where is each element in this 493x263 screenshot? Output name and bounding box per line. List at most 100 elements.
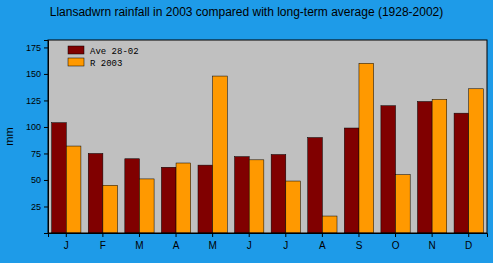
tick: 125	[26, 96, 48, 106]
tick-mark	[44, 127, 48, 128]
legend-swatch	[68, 46, 84, 54]
bar	[286, 181, 301, 233]
tick-label: 125	[26, 96, 41, 106]
legend-swatch	[68, 58, 84, 66]
plot-area	[48, 40, 487, 233]
bar	[161, 167, 176, 233]
bar	[235, 157, 250, 233]
legend-label: Ave 28-02	[90, 47, 139, 57]
bars	[52, 63, 484, 233]
tick-label: D	[465, 240, 472, 251]
bar	[88, 153, 103, 233]
tick-label: 100	[26, 122, 41, 132]
bar	[213, 76, 228, 233]
bar	[52, 123, 67, 233]
tick-label: J	[283, 240, 288, 251]
tick-mark	[176, 233, 177, 237]
tick-mark	[249, 233, 250, 237]
tick-mark	[432, 233, 433, 237]
bar	[469, 89, 484, 233]
tick-mark	[212, 233, 213, 237]
bar	[344, 128, 359, 233]
chart: Llansadwrn rainfall in 2003 compared wit…	[0, 0, 493, 263]
tick-mark	[44, 206, 48, 207]
tick-mark	[66, 233, 67, 237]
bar	[454, 113, 469, 233]
bar	[176, 163, 191, 233]
legend-item: R 2003	[68, 58, 122, 69]
background	[0, 0, 493, 263]
plot-frame	[48, 40, 487, 233]
tick: 25	[31, 202, 48, 212]
bar	[322, 216, 337, 233]
series	[66, 63, 483, 233]
tick-mark	[285, 233, 286, 237]
y-axis: 25 50 75 100 125 150 175	[26, 41, 49, 234]
tick: 100	[26, 122, 48, 132]
legend: Ave 28-02 R 2003	[68, 46, 139, 69]
tick-label: 150	[26, 69, 41, 79]
tick: 150	[26, 69, 48, 79]
tick-mark	[358, 233, 359, 237]
tick: S	[356, 233, 363, 251]
tick-mark	[102, 233, 103, 237]
tick-mark	[44, 180, 48, 181]
tick: J	[64, 233, 69, 251]
bar	[139, 179, 154, 233]
tick: F	[100, 233, 106, 251]
tick-label: M	[135, 240, 143, 251]
tick-mark	[44, 74, 48, 75]
tick-label: A	[319, 240, 326, 251]
bar	[125, 159, 140, 233]
tick-label: 175	[26, 43, 41, 53]
tick-label: F	[100, 240, 106, 251]
tick: D	[465, 233, 472, 251]
tick-label: J	[247, 240, 252, 251]
bar	[381, 106, 396, 233]
tick-label: A	[173, 240, 180, 251]
axis-line	[44, 41, 49, 234]
bar	[249, 160, 264, 233]
bar	[417, 102, 432, 233]
tick-mark	[322, 233, 323, 237]
axis-title: mm	[3, 127, 15, 145]
tick: A	[173, 233, 180, 251]
tick-label: N	[429, 240, 436, 251]
tick: M	[135, 233, 143, 251]
bar	[308, 138, 323, 233]
tick: M	[208, 233, 216, 251]
series	[52, 102, 469, 233]
tick: 50	[31, 175, 48, 185]
tick-mark	[44, 47, 48, 48]
legend-label: R 2003	[90, 59, 122, 69]
tick: O	[392, 233, 400, 251]
tick: N	[429, 233, 436, 251]
tick-mark	[44, 100, 48, 101]
bar	[198, 165, 213, 233]
bar	[271, 155, 286, 233]
tick-label: O	[392, 240, 400, 251]
tick-label: S	[356, 240, 363, 251]
bar	[359, 63, 374, 233]
tick-mark	[395, 233, 396, 237]
axis-line	[49, 234, 488, 238]
bar	[432, 99, 447, 233]
tick-label: 50	[31, 175, 41, 185]
tick-mark	[468, 233, 469, 237]
tick-label: M	[208, 240, 216, 251]
tick: 75	[31, 149, 48, 159]
tick: J	[283, 233, 288, 251]
plot: 25 50 75 100 125 150 175 J F M A M J J A S O N D Ave 28-02 R…	[26, 40, 488, 251]
tick-mark	[139, 233, 140, 237]
bar	[66, 146, 81, 233]
bar	[103, 185, 118, 233]
tick-label: J	[64, 240, 69, 251]
title: Llansadwrn rainfall in 2003 compared wit…	[50, 5, 444, 19]
tick-label: 75	[31, 149, 41, 159]
tick: A	[319, 233, 326, 251]
bar	[396, 175, 411, 233]
legend-item: Ave 28-02	[68, 46, 139, 57]
tick: J	[247, 233, 252, 251]
tick-mark	[44, 153, 48, 154]
x-axis: JFMAMJJASOND	[49, 233, 488, 251]
